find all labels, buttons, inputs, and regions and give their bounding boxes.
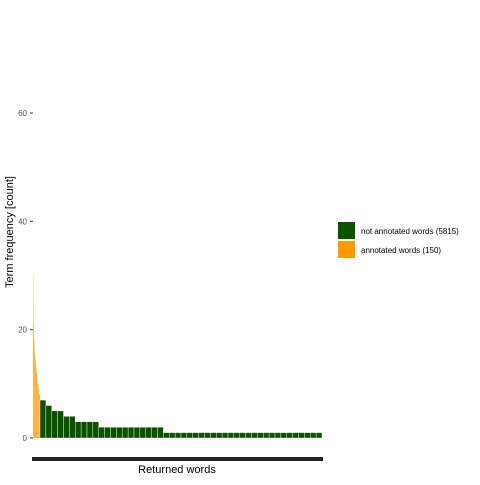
bar-not-annotated (269, 433, 275, 438)
bar-not-annotated (158, 427, 164, 438)
bar-not-annotated (199, 433, 205, 438)
bar-not-annotated (222, 433, 228, 438)
bar-not-annotated (234, 433, 240, 438)
y-axis: 0 20 40 60 (18, 109, 33, 443)
bar-not-annotated (205, 433, 211, 438)
bar-not-annotated (193, 433, 199, 438)
bar-not-annotated (140, 427, 146, 438)
bar-not-annotated (87, 422, 93, 438)
y-axis-label: Term frequency [count] (4, 176, 16, 288)
bar-not-annotated (281, 433, 287, 438)
bar-not-annotated (111, 427, 117, 438)
bar-not-annotated (122, 427, 128, 438)
y-tick-label: 0 (23, 434, 28, 443)
legend: not annotated words (5815) annotated word… (338, 222, 459, 258)
bar-not-annotated (69, 416, 75, 438)
x-axis-label: Returned words (138, 464, 216, 476)
bar-not-annotated (316, 433, 322, 438)
bar-not-annotated (46, 406, 52, 439)
bar-not-annotated (40, 400, 46, 438)
bar-not-annotated (210, 433, 216, 438)
bar-not-annotated (105, 427, 111, 438)
y-tick-label: 20 (18, 326, 27, 335)
bar-not-annotated (75, 422, 81, 438)
legend-swatch (338, 222, 355, 239)
bar-not-annotated (293, 433, 299, 438)
x-axis-rug (32, 457, 323, 461)
bar-not-annotated (81, 422, 87, 438)
bar-not-annotated (216, 433, 222, 438)
legend-swatch (338, 241, 355, 258)
bar-not-annotated (299, 433, 305, 438)
bar-not-annotated (99, 427, 105, 438)
bar-not-annotated (310, 433, 316, 438)
bars-group (33, 276, 322, 439)
bar-not-annotated (263, 433, 269, 438)
bar-not-annotated (240, 433, 246, 438)
bar-not-annotated (181, 433, 187, 438)
bar-not-annotated (128, 427, 134, 438)
bar-not-annotated (146, 427, 152, 438)
legend-label: annotated words (150) (361, 246, 441, 255)
bar-not-annotated (287, 433, 293, 438)
bar-not-annotated (152, 427, 158, 438)
bar-not-annotated (257, 433, 263, 438)
bar-not-annotated (228, 433, 234, 438)
y-tick-label: 60 (18, 109, 27, 118)
bar-not-annotated (169, 433, 175, 438)
bar-not-annotated (93, 422, 99, 438)
bar-not-annotated (187, 433, 193, 438)
bar-not-annotated (275, 433, 281, 438)
bar-not-annotated (64, 416, 70, 438)
bar-not-annotated (246, 433, 252, 438)
bar-not-annotated (252, 433, 258, 438)
bar-not-annotated (134, 427, 140, 438)
legend-label: not annotated words (5815) (361, 227, 459, 236)
bar-not-annotated (58, 411, 64, 438)
bar-not-annotated (52, 411, 58, 438)
bar-not-annotated (163, 433, 169, 438)
bar-not-annotated (175, 433, 181, 438)
bar-not-annotated (116, 427, 122, 438)
y-tick-label: 40 (18, 217, 27, 226)
bar-not-annotated (304, 433, 310, 438)
